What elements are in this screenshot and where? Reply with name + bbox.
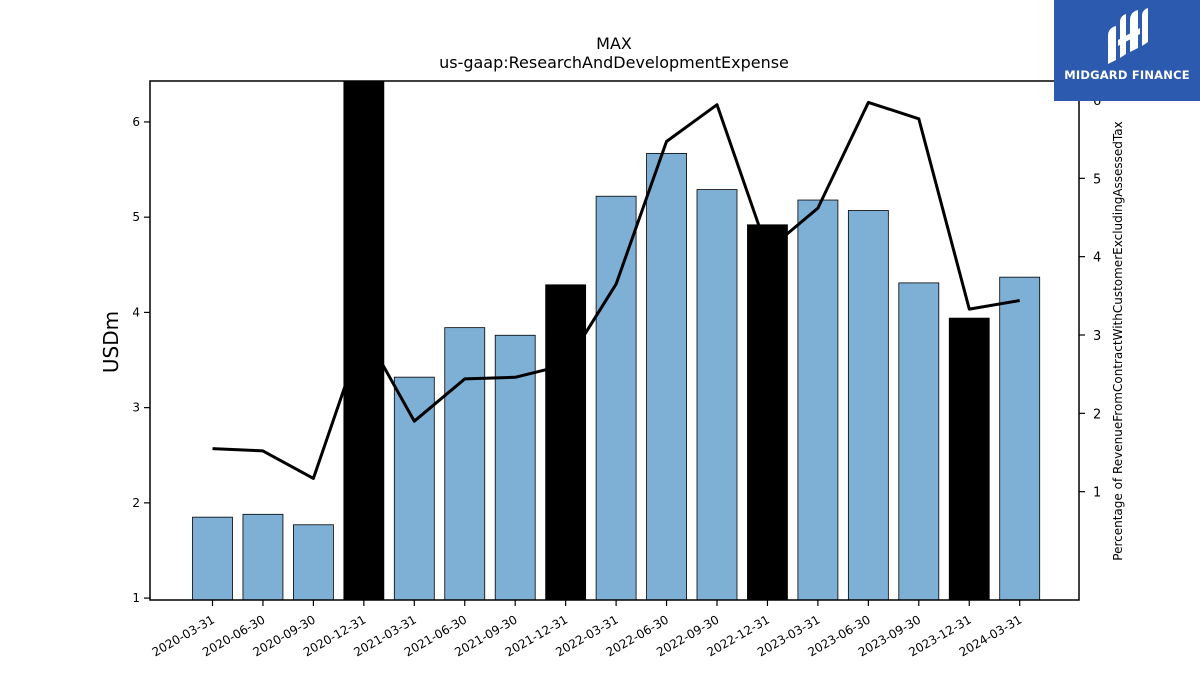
brand-name: MIDGARD FINANCE (1064, 68, 1190, 82)
bar-2022-09-30 (696, 189, 738, 601)
bar-2023-03-31 (797, 199, 839, 601)
y2-axis-label: Percentage of RevenueFromContractWithCus… (1111, 121, 1125, 560)
bar-2020-12-31 (343, 80, 385, 601)
bar-2020-06-30 (242, 513, 284, 601)
bar-2020-03-31 (192, 516, 233, 601)
plot-frame (149, 80, 1080, 601)
y2-tick-label: 5 (1093, 172, 1101, 187)
y2-tick-label: 6 (1093, 94, 1101, 109)
y-tick-label: 3 (132, 401, 140, 415)
chart-subtitle: us-gaap:ResearchAndDevelopmentExpense (439, 53, 789, 72)
y2-tick-label: 2 (1093, 407, 1101, 422)
bar-2021-12-31 (545, 284, 587, 601)
bar-2022-06-30 (646, 152, 687, 601)
bar-2022-12-31 (747, 224, 788, 601)
y-axis: 1 2 3 4 5 6 (132, 115, 150, 605)
bar-2020-09-30 (292, 524, 334, 601)
y2-tick-label: 4 (1093, 251, 1101, 266)
bar-2024-03-31 (999, 276, 1041, 601)
bar-2023-06-30 (847, 210, 889, 601)
y-tick-label: 2 (132, 496, 140, 510)
bar-2022-03-31 (595, 195, 637, 601)
chart-title: MAX (596, 34, 632, 53)
bar-2021-03-31 (393, 376, 435, 601)
y-tick-label: 6 (132, 115, 140, 129)
brand-mark-icon (1108, 8, 1148, 64)
y-axis-label: USDm (99, 311, 123, 373)
bar-2023-09-30 (898, 282, 940, 601)
ratio-line (212, 100, 1020, 480)
y-tick-label: 1 (132, 591, 140, 605)
bars-layer (192, 80, 1041, 601)
y-tick-label: 4 (132, 305, 140, 319)
y2-tick-label: 1 (1093, 486, 1101, 501)
brand-logo: MIDGARD FINANCE (1054, 0, 1200, 101)
bar-2023-12-31 (948, 317, 990, 601)
line-layer (212, 100, 1020, 480)
bar-2021-06-30 (444, 327, 486, 601)
y-tick-label: 5 (132, 210, 140, 224)
y2-axis: 1 2 3 4 5 6 (1079, 94, 1101, 501)
y2-tick-label: 3 (1093, 329, 1101, 344)
bar-2021-09-30 (494, 334, 536, 601)
x-axis: 2020-03-312020-06-302020-09-302020-12-31… (150, 600, 1024, 659)
